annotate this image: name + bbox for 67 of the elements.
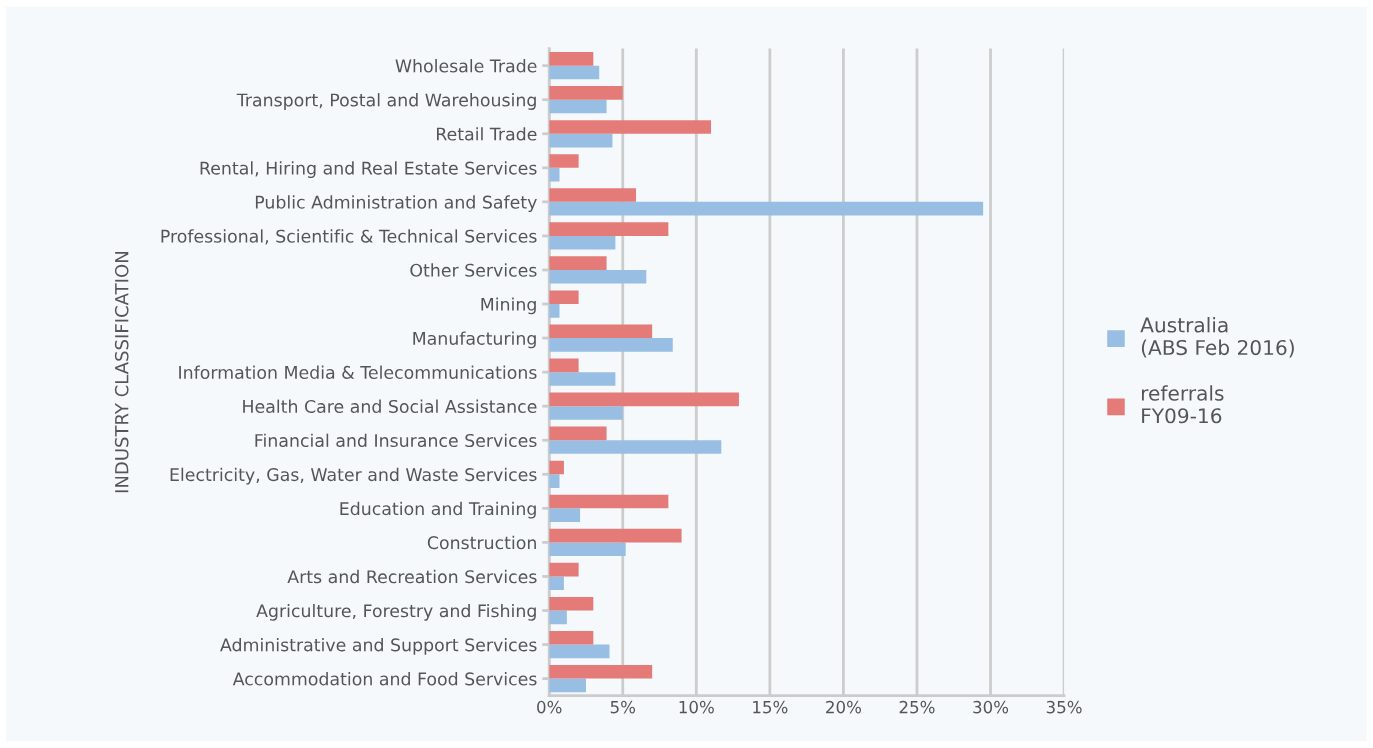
bar: [549, 664, 653, 679]
y-tick-label: Health Care and Social Assistance: [243, 399, 537, 414]
bar: [549, 576, 564, 591]
y-tick-label: Manufacturing: [413, 331, 536, 349]
y-tick-label: Information Media & Telecommunications: [179, 365, 537, 379]
bar: [549, 508, 581, 522]
x-tick-label: 15%: [753, 700, 788, 714]
x-tick-label: 0%: [537, 700, 562, 714]
bar: [549, 426, 607, 441]
bar: [549, 630, 594, 645]
y-tick-label: Electricity, Gas, Water and Waste Services: [170, 467, 537, 485]
bar: [549, 304, 560, 318]
bar: [549, 678, 586, 693]
bar: [549, 474, 560, 488]
bar: [549, 596, 594, 611]
bar: [549, 86, 623, 100]
bar: [549, 528, 682, 543]
y-tick-label: Mining: [481, 297, 536, 315]
y-tick-label: Administrative and Support Services: [220, 637, 537, 655]
bar: [549, 120, 712, 134]
y-tick-label: Education and Training: [340, 501, 536, 519]
bar: [549, 358, 579, 373]
bar: [549, 406, 623, 420]
y-tick-label: Other Services: [410, 263, 537, 277]
bar: [549, 542, 626, 557]
x-tick-label: 30%: [973, 700, 1009, 714]
bar: [549, 372, 616, 386]
y-axis-title: INDUSTRY CLASSIFICATION: [114, 252, 129, 493]
bar: [549, 188, 636, 202]
y-tick-label: Professional, Scientific & Technical Services: [161, 229, 537, 245]
x-tick-label: 5%: [610, 700, 636, 714]
y-tick-label: Public Administration and Safety: [255, 195, 537, 213]
x-tick-label: 10%: [679, 700, 714, 714]
bar: [549, 99, 607, 114]
bar: [549, 133, 613, 148]
bar: [549, 324, 653, 339]
bar: [549, 222, 669, 236]
bar: [549, 154, 579, 168]
y-tick-label: Transport, Postal and Warehousing: [236, 93, 536, 110]
y-tick-label: Retail Trade: [437, 127, 537, 141]
bar: [549, 644, 610, 659]
legend-label: referrals FY09-16: [1141, 385, 1224, 424]
bar: [549, 269, 647, 284]
bar: [549, 440, 722, 454]
x-tick-label: 25%: [899, 700, 935, 714]
bar: [549, 392, 739, 407]
bar: [549, 65, 600, 80]
x-tick-label: 20%: [826, 700, 862, 714]
bar: [549, 562, 579, 577]
y-tick-label: Construction: [427, 535, 536, 550]
y-tick-label: Agriculture, Forestry and Fishing: [256, 603, 536, 621]
bar: [549, 338, 673, 352]
bar: [549, 201, 984, 216]
bar: [549, 235, 616, 250]
bar: [549, 460, 564, 475]
y-tick-label: Accommodation and Food Services: [232, 672, 537, 686]
x-tick-label: 35%: [1046, 700, 1082, 714]
legend-label: Australia (ABS Feb 2016): [1140, 317, 1294, 358]
y-tick-label: Arts and Recreation Services: [287, 569, 537, 584]
bar: [549, 610, 567, 625]
bar: [549, 494, 669, 509]
y-tick-label: Rental, Hiring and Real Estate Services: [200, 161, 537, 179]
y-tick-label: Financial and Insurance Services: [255, 433, 537, 448]
bar: [549, 290, 579, 305]
y-tick-label: Wholesale Trade: [395, 59, 537, 73]
bar: [549, 52, 594, 66]
bar: [549, 256, 607, 270]
